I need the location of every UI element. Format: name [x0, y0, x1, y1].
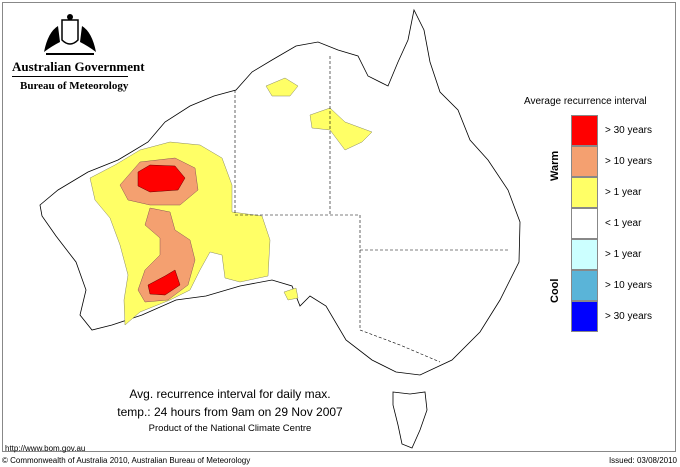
logo-bureau-text: Bureau of Meteorology [20, 80, 129, 92]
state-borders [234, 56, 508, 363]
tasmania-outline [392, 391, 428, 449]
legend-label: > 1 year [605, 187, 642, 198]
legend-label: > 30 years [605, 311, 652, 322]
coat-of-arms-icon [44, 14, 96, 55]
region-above-1-year [309, 107, 373, 151]
region-above-30-years [137, 164, 186, 193]
legend-swatch [571, 301, 598, 332]
legend-swatch [571, 270, 598, 301]
legend-cool-label: Cool [549, 278, 561, 303]
logo-government-text: Australian Government [12, 59, 145, 74]
issued-date: Issued: 03/08/2010 [608, 456, 677, 465]
legend-label: > 30 years [605, 125, 652, 136]
region-above-1-year [265, 77, 299, 97]
legend-label: > 10 years [605, 280, 652, 291]
legend-swatch [571, 239, 598, 270]
region-above-30-years [147, 269, 181, 296]
caption-line-1: Avg. recurrence interval for daily max. [129, 387, 331, 401]
warm-anomaly-regions [89, 77, 373, 326]
copyright-text: © Commonwealth of Australia 2010, Austra… [2, 456, 251, 465]
legend-label: > 10 years [605, 156, 652, 167]
legend-swatch [571, 177, 598, 208]
region-above-1-year [283, 287, 299, 301]
legend-label: > 1 year [605, 249, 642, 260]
legend-label: < 1 year [605, 218, 642, 229]
region-above-10-years [137, 207, 196, 303]
legend-swatch [571, 115, 598, 146]
website-link[interactable]: http://www.bom.gov.au [5, 444, 86, 453]
caption-line-2: temp.: 24 hours from 9am on 29 Nov 2007 [117, 405, 343, 419]
logo-divider [12, 76, 128, 77]
legend-warm-label: Warm [549, 150, 561, 181]
map-frame [2, 2, 676, 452]
legend-swatch [571, 208, 598, 239]
legend-swatch [571, 146, 598, 177]
legend-title: Average recurrence interval [524, 96, 647, 107]
caption-line-3: Product of the National Climate Centre [148, 423, 312, 434]
